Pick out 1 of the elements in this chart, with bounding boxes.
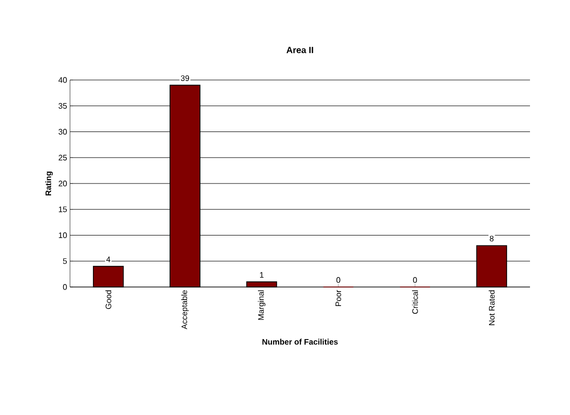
chart-title: Area II (286, 46, 314, 54)
